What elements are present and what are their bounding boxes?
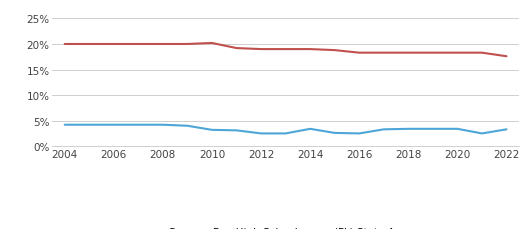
Cypress Bay High School [111, 124, 117, 127]
Line: Cypress Bay High School: Cypress Bay High School [64, 125, 507, 134]
Cypress Bay High School [86, 124, 92, 127]
(FL) State Average [111, 44, 117, 46]
(FL) State Average [135, 44, 141, 46]
Cypress Bay High School [233, 129, 239, 132]
(FL) State Average [282, 49, 289, 51]
(FL) State Average [479, 52, 485, 55]
(FL) State Average [405, 52, 411, 55]
Cypress Bay High School [332, 132, 338, 135]
Cypress Bay High School [504, 128, 510, 131]
Cypress Bay High School [258, 132, 264, 135]
Cypress Bay High School [184, 125, 191, 128]
Cypress Bay High School [307, 128, 313, 131]
Cypress Bay High School [282, 132, 289, 135]
(FL) State Average [504, 56, 510, 58]
(FL) State Average [454, 52, 461, 55]
(FL) State Average [209, 42, 215, 45]
Cypress Bay High School [405, 128, 411, 131]
Cypress Bay High School [380, 128, 387, 131]
(FL) State Average [380, 52, 387, 55]
(FL) State Average [430, 52, 436, 55]
Legend: Cypress Bay High School, (FL) State Average: Cypress Bay High School, (FL) State Aver… [136, 223, 435, 229]
(FL) State Average [258, 49, 264, 51]
(FL) State Average [160, 44, 166, 46]
Line: (FL) State Average: (FL) State Average [64, 44, 507, 57]
Cypress Bay High School [160, 124, 166, 127]
(FL) State Average [233, 47, 239, 50]
(FL) State Average [86, 44, 92, 46]
(FL) State Average [356, 52, 363, 55]
Cypress Bay High School [430, 128, 436, 131]
Cypress Bay High School [479, 132, 485, 135]
(FL) State Average [332, 49, 338, 52]
(FL) State Average [184, 44, 191, 46]
(FL) State Average [61, 44, 68, 46]
Cypress Bay High School [135, 124, 141, 127]
Cypress Bay High School [356, 132, 363, 135]
(FL) State Average [307, 49, 313, 51]
Cypress Bay High School [454, 128, 461, 131]
Cypress Bay High School [209, 129, 215, 132]
Cypress Bay High School [61, 124, 68, 127]
